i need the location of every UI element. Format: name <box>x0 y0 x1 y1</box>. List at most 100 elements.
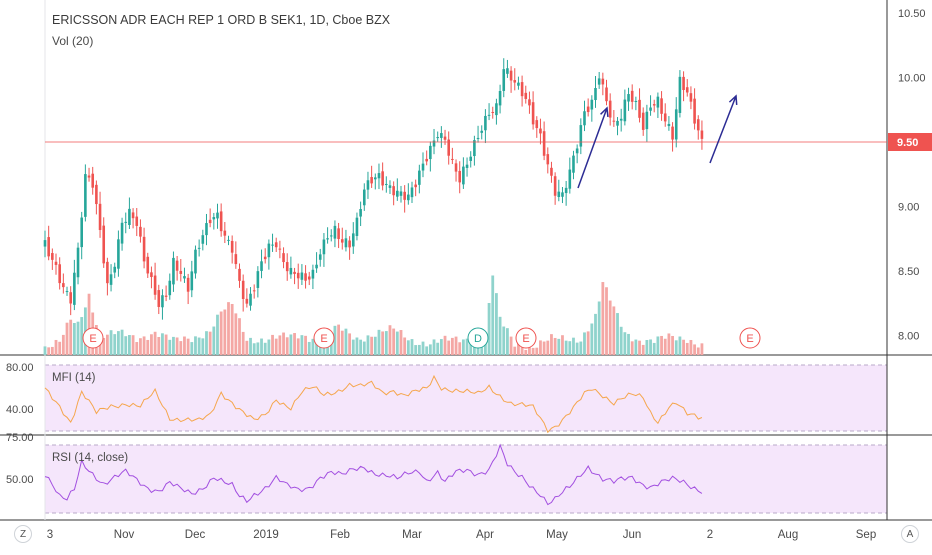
candle-body <box>124 221 128 223</box>
volume-bar <box>128 335 131 355</box>
volume-bar <box>425 346 429 355</box>
candle-body <box>307 276 311 280</box>
volume-bar <box>234 313 238 355</box>
candle-body <box>175 260 179 271</box>
volume-bar <box>183 336 186 355</box>
time-axis-tick: Sep <box>856 529 876 541</box>
volume-bar <box>421 341 425 355</box>
chart-title: ERICSSON ADR EACH REP 1 ORD B SEK1, 1D, … <box>52 13 391 27</box>
volume-bar <box>241 331 245 355</box>
candle-body <box>249 293 252 306</box>
volume-bar <box>689 339 693 355</box>
candle-body <box>418 170 421 185</box>
candle-body <box>252 290 256 292</box>
volume-bar <box>172 336 175 355</box>
volume-bar <box>61 334 65 355</box>
volume-bar <box>260 338 263 355</box>
candle-body <box>663 113 667 122</box>
candle-body <box>340 239 344 243</box>
price-axis-tick: 9.00 <box>898 202 919 214</box>
chart-frame <box>0 0 932 521</box>
volume-bar <box>443 335 447 355</box>
candle-body <box>443 136 447 140</box>
volume-bar <box>212 326 216 355</box>
candle-body <box>109 274 113 285</box>
candle-body <box>142 236 146 262</box>
event-marker-label: E <box>746 333 753 345</box>
volume-bar <box>564 340 568 355</box>
candle-body <box>267 243 271 258</box>
candle-body <box>263 256 267 260</box>
volume-bar <box>131 335 135 355</box>
volume-bar <box>219 311 223 355</box>
volume-bar <box>539 340 542 355</box>
candle-body <box>524 92 528 99</box>
candle-body <box>146 256 150 274</box>
candle-body <box>230 240 234 253</box>
candle-body <box>318 254 322 260</box>
scale-z-button[interactable]: Z <box>14 525 32 543</box>
volume-bar <box>333 325 337 355</box>
time-axis-tick: Feb <box>330 529 350 541</box>
time-axis-tick: Jun <box>623 529 642 541</box>
candle-body <box>183 276 186 279</box>
candle-body <box>487 114 491 116</box>
candle-body <box>542 131 546 156</box>
volume-bar <box>271 334 274 355</box>
time-axis-tick: 2 <box>707 529 713 541</box>
volume-bar <box>384 331 388 355</box>
candle-body <box>403 191 406 200</box>
candle-body <box>164 295 168 297</box>
candle-body <box>87 175 91 178</box>
volume-bar <box>252 343 256 355</box>
candle-body <box>616 120 619 126</box>
volume-bar <box>50 346 54 355</box>
time-axis-tick: Nov <box>114 529 135 541</box>
candle-body <box>168 280 172 296</box>
candle-body <box>407 194 410 201</box>
volume-bar <box>535 347 539 355</box>
candle-body <box>641 112 645 130</box>
candle-body <box>469 156 473 161</box>
candle-body <box>212 217 216 220</box>
volume-bar <box>359 339 363 355</box>
candle-body <box>377 173 381 179</box>
candle-body <box>271 244 274 246</box>
volume-bar <box>546 340 550 355</box>
volume-bar <box>381 331 385 355</box>
candle-body <box>84 174 87 217</box>
candle-body <box>289 267 293 275</box>
trend-arrow-may <box>577 107 608 189</box>
candle-body <box>678 76 682 113</box>
volume-bar <box>175 337 179 355</box>
candle-body <box>388 185 392 188</box>
candle-body <box>117 239 120 269</box>
candle-body <box>62 283 65 288</box>
time-axis-tick: Apr <box>476 529 494 541</box>
candle-body <box>480 130 484 133</box>
candle-body <box>190 271 194 291</box>
rsi-panel-bg <box>45 445 887 513</box>
candle-body <box>645 111 649 130</box>
candle-body <box>546 154 550 165</box>
candle-body <box>656 96 660 108</box>
volume-bar <box>685 342 689 355</box>
volume-bar <box>256 342 260 355</box>
volume-bar <box>139 338 142 355</box>
candle-body <box>362 189 366 206</box>
candle-body <box>502 69 506 91</box>
volume-bar <box>117 331 120 355</box>
candle-body <box>102 225 106 264</box>
candle-body <box>506 68 509 74</box>
time-axis-tick: 3 <box>47 529 53 541</box>
volume-bar <box>506 328 509 355</box>
volume-bar <box>65 322 69 355</box>
auto-scale-button[interactable]: A <box>901 525 919 543</box>
volume-bar <box>575 342 579 355</box>
rsi-axis-tick: 50.00 <box>6 474 34 486</box>
volume-bar <box>43 346 47 355</box>
candle-body <box>608 100 612 118</box>
candle-body <box>296 272 300 279</box>
